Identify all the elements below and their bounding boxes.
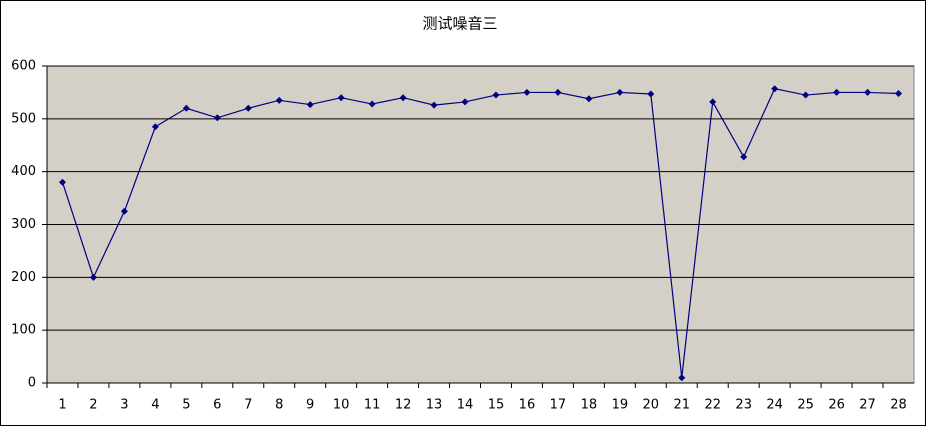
data-point [213,114,221,122]
x-tick-label: 15 [488,398,505,413]
data-point [461,98,469,106]
y-tick-label: 500 [11,111,36,126]
data-point [554,88,562,96]
x-tick-label: 26 [828,398,845,413]
data-point [182,104,190,112]
x-tick-label: 2 [89,398,97,413]
x-tick-label: 23 [735,398,752,413]
y-tick-label: 600 [11,59,36,74]
data-point [492,91,500,99]
x-tick-label: 3 [120,398,128,413]
data-point [368,100,376,108]
chart-title: 测试噪音三 [422,15,497,33]
x-tick-label: 21 [673,398,690,413]
data-point [740,153,748,161]
x-tick-label: 28 [890,398,907,413]
y-tick-label: 300 [11,217,36,232]
data-point [430,101,438,109]
y-tick-label: 100 [11,323,36,338]
data-line [61,88,899,378]
x-tick-label: 11 [364,398,381,413]
x-tick-label: 1 [58,398,66,413]
x-tick-label: 8 [275,398,283,413]
x-tick-label: 4 [151,398,159,413]
x-tick-label: 25 [797,398,814,413]
data-point [306,101,314,109]
data-point [151,123,159,131]
data-point [58,178,66,186]
y-tick-label: 200 [11,270,36,285]
data-point [244,104,252,112]
x-tick-label: 27 [859,398,876,413]
data-point [864,88,872,96]
x-tick-label: 16 [519,398,536,413]
x-tick-label: 12 [395,398,412,413]
data-point [616,88,624,96]
data-point [709,98,717,106]
data-point [833,88,841,96]
x-tick-label: 6 [213,398,221,413]
x-tick-label: 7 [244,398,252,413]
data-point [771,85,779,93]
data-point [678,374,686,382]
data-point [895,89,903,97]
x-tick-label: 14 [457,398,474,413]
data-point [523,88,531,96]
x-tick-label: 20 [643,398,660,413]
data-point [275,96,283,104]
x-tick-label: 9 [306,398,314,413]
x-tick-label: 24 [766,398,783,413]
x-tick-label: 17 [550,398,567,413]
data-point [585,95,593,103]
x-tick-label: 18 [581,398,598,413]
y-tick-label: 400 [11,164,36,179]
data-point [120,207,128,215]
y-tick-label: 0 [28,376,36,391]
x-tick-label: 13 [426,398,443,413]
x-tick-label: 10 [333,398,350,413]
x-tick-label: 19 [612,398,629,413]
data-point [647,90,655,98]
data-point [337,94,345,102]
data-point [89,273,97,281]
data-point [802,91,810,99]
x-tick-label: 5 [182,398,190,413]
data-point [399,94,407,102]
x-tick-label: 22 [704,398,721,413]
